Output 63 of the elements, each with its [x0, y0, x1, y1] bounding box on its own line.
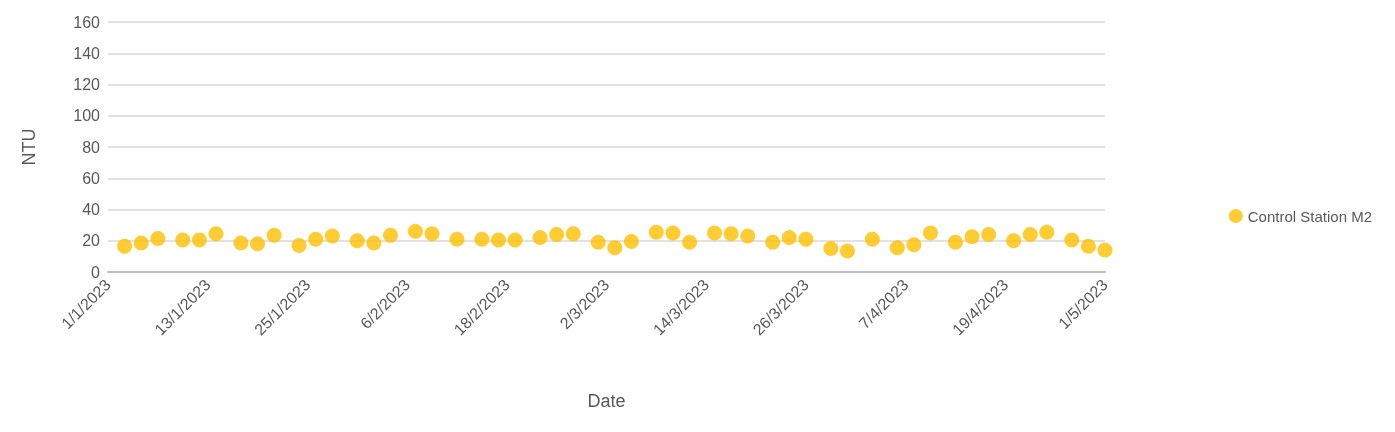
point: [798, 231, 814, 247]
point: [607, 240, 623, 256]
point: [707, 225, 723, 241]
point: [1064, 232, 1080, 248]
point: [682, 234, 698, 250]
point: [923, 225, 939, 241]
point: [424, 226, 440, 242]
legend-label: Control Station M2: [1247, 207, 1373, 225]
point: [474, 231, 490, 247]
point: [366, 235, 382, 251]
point: [208, 226, 224, 242]
point: [781, 230, 797, 246]
point: [150, 230, 166, 246]
point: [1097, 242, 1113, 258]
point: [1080, 238, 1096, 254]
point: [947, 234, 963, 250]
point: [291, 237, 307, 253]
point: [723, 226, 739, 242]
point: [407, 223, 423, 239]
point: [889, 240, 905, 256]
point: [491, 232, 506, 248]
point: [590, 234, 606, 250]
y-axis-title: NTU: [19, 128, 39, 166]
point: [906, 237, 922, 253]
y-tick-label: 80: [82, 138, 101, 156]
y-tick-label: 60: [82, 169, 101, 187]
y-tick-label: 140: [73, 44, 101, 62]
point: [308, 231, 324, 247]
point: [233, 235, 249, 251]
point: [823, 241, 839, 257]
y-tick-label: 120: [73, 76, 101, 93]
point: [449, 231, 465, 247]
point: [133, 235, 149, 251]
point: [1022, 227, 1038, 242]
point: [1006, 233, 1022, 249]
point: [266, 227, 282, 243]
point: [964, 229, 980, 245]
point: [1039, 224, 1055, 240]
point: [250, 236, 266, 252]
y-tick-label: 100: [73, 107, 101, 125]
point: [349, 233, 365, 249]
point: [665, 225, 681, 241]
point: [324, 228, 340, 244]
y-tick-label: 160: [73, 13, 101, 31]
y-tick-label: 20: [82, 232, 101, 250]
point: [765, 234, 781, 250]
x-axis-title: Date: [587, 391, 626, 411]
point: [648, 224, 664, 240]
point: [532, 230, 548, 246]
point: [864, 231, 880, 247]
point: [740, 228, 756, 244]
y-tick-label: 40: [82, 201, 101, 218]
point: [191, 232, 207, 248]
y-tick-label: 0: [91, 263, 101, 281]
point: [839, 243, 855, 259]
point: [549, 227, 565, 242]
point: [623, 234, 639, 250]
point: [507, 232, 523, 248]
point: [565, 226, 581, 242]
point: [383, 227, 398, 243]
point: [117, 238, 133, 254]
point: [175, 232, 191, 248]
point: [981, 227, 997, 242]
